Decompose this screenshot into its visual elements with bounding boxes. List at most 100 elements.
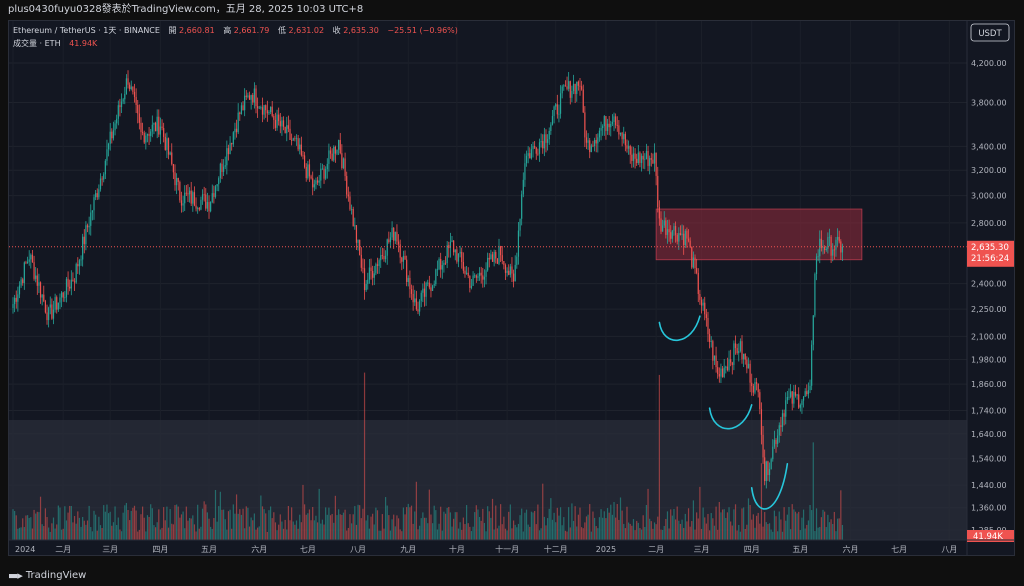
time-tick-label: 八月: [941, 545, 957, 554]
candle-body: [203, 194, 205, 196]
candle-body: [454, 249, 456, 253]
candle-body: [142, 132, 144, 133]
candle-body: [169, 152, 171, 155]
volume-bar: [704, 517, 706, 540]
volume-bar: [678, 520, 680, 540]
volume-bar: [373, 524, 375, 540]
candle-body: [329, 150, 332, 154]
time-tick-label: 十一月: [495, 544, 519, 554]
candle-body: [346, 176, 348, 195]
volume-bar: [308, 509, 311, 540]
volume-bar: [734, 504, 737, 540]
candle-body: [765, 461, 767, 482]
volume-bar: [584, 522, 586, 540]
volume-bar: [707, 513, 709, 540]
volume-bar: [563, 517, 565, 540]
candle-body: [579, 85, 581, 87]
volume-bar: [331, 513, 333, 540]
volume-bar: [778, 511, 780, 540]
candle-body: [265, 105, 267, 111]
volume-bar: [550, 498, 552, 540]
volume-bar: [501, 524, 503, 540]
volume-bar: [52, 517, 55, 540]
volume-bar: [166, 506, 168, 540]
volume-bar: [234, 513, 236, 540]
volume-bar: [519, 515, 521, 540]
candle-body: [380, 255, 382, 261]
tradingview-logo[interactable]: ▬▸ TradingView: [8, 569, 86, 582]
volume-bar: [59, 507, 61, 540]
candle-body: [781, 413, 784, 428]
candle-body: [167, 138, 170, 155]
candle-body: [396, 231, 398, 242]
volume-bar: [747, 498, 750, 540]
candle-body: [367, 279, 369, 284]
candle-body: [268, 111, 270, 114]
candle-body: [741, 341, 743, 360]
volume-bar: [417, 529, 419, 540]
candle-body: [137, 104, 139, 114]
volume-bar: [67, 512, 69, 540]
chart-canvas[interactable]: 4,200.00 3,800.00 3,400.00 3,200.00 3,000.00…: [9, 21, 1014, 555]
chart-frame[interactable]: 4,200.00 3,800.00 3,400.00 3,200.00 3,000.00…: [8, 20, 1015, 556]
candle-body: [240, 105, 243, 114]
volume-bar: [99, 525, 102, 540]
candle-body: [461, 251, 463, 262]
volume-bar: [185, 506, 187, 540]
price-axis[interactable]: 4,200.00 3,800.00 3,400.00 3,200.00 3,000.00…: [971, 59, 1007, 535]
candle-body: [598, 130, 601, 138]
candle-body: [683, 233, 685, 246]
candle-body: [82, 236, 84, 260]
volume-bar: [657, 516, 659, 540]
volume-bar: [522, 531, 524, 540]
volume-bar: [31, 528, 34, 540]
volume-bar: [258, 526, 260, 540]
candle-body: [814, 274, 816, 316]
candle-body: [537, 153, 539, 155]
candle-body: [793, 391, 795, 404]
currency-button[interactable]: USDT: [970, 23, 1010, 42]
price-tick-label: 2,800.00: [971, 219, 1007, 228]
time-axis[interactable]: 2024 二月 三月 四月 五月 六月 七月 八月 九月 十月 十一月 十二月 2025 二月 三月 四月 五月…: [15, 544, 957, 554]
candle-body: [200, 199, 202, 210]
volume-bar: [833, 511, 835, 540]
candle-body: [59, 297, 61, 303]
candle-body: [111, 131, 113, 139]
candle-body: [201, 194, 204, 200]
volume-bar: [453, 518, 455, 540]
candle-body: [660, 218, 662, 232]
volume-bar: [496, 528, 498, 540]
candle-body: [294, 138, 296, 140]
volume-bar: [791, 504, 793, 540]
candle-body: [122, 99, 124, 102]
volume-bar: [527, 524, 529, 540]
volume-bar: [402, 507, 405, 540]
volume-bar: [15, 515, 17, 540]
candle-body: [166, 138, 168, 150]
volume-bar: [592, 511, 594, 540]
candle-body: [383, 255, 385, 260]
volume-bar: [329, 515, 332, 540]
candle-body: [572, 83, 575, 91]
volume-bar: [315, 515, 317, 540]
candle-body: [720, 368, 722, 377]
candle-body: [376, 264, 379, 267]
volume-bar: [720, 512, 722, 540]
annotation-curve: [750, 462, 789, 510]
candle-body: [35, 275, 37, 279]
candle-body: [649, 158, 651, 166]
volume-bar: [587, 514, 589, 540]
candle-body: [581, 86, 583, 90]
volume-bar: [585, 516, 588, 540]
volume-bar: [801, 517, 803, 540]
candle-body: [692, 257, 694, 268]
volume-bar: [95, 514, 97, 540]
volume-bar: [282, 528, 285, 540]
volume-bar: [167, 527, 170, 540]
volume-tag-value: 41.94K: [973, 532, 1003, 542]
candle-body: [522, 179, 524, 195]
candle-body: [414, 298, 416, 303]
candle-body: [104, 160, 106, 175]
volume-bar: [163, 507, 165, 540]
time-tick-label: 二月: [648, 545, 664, 554]
